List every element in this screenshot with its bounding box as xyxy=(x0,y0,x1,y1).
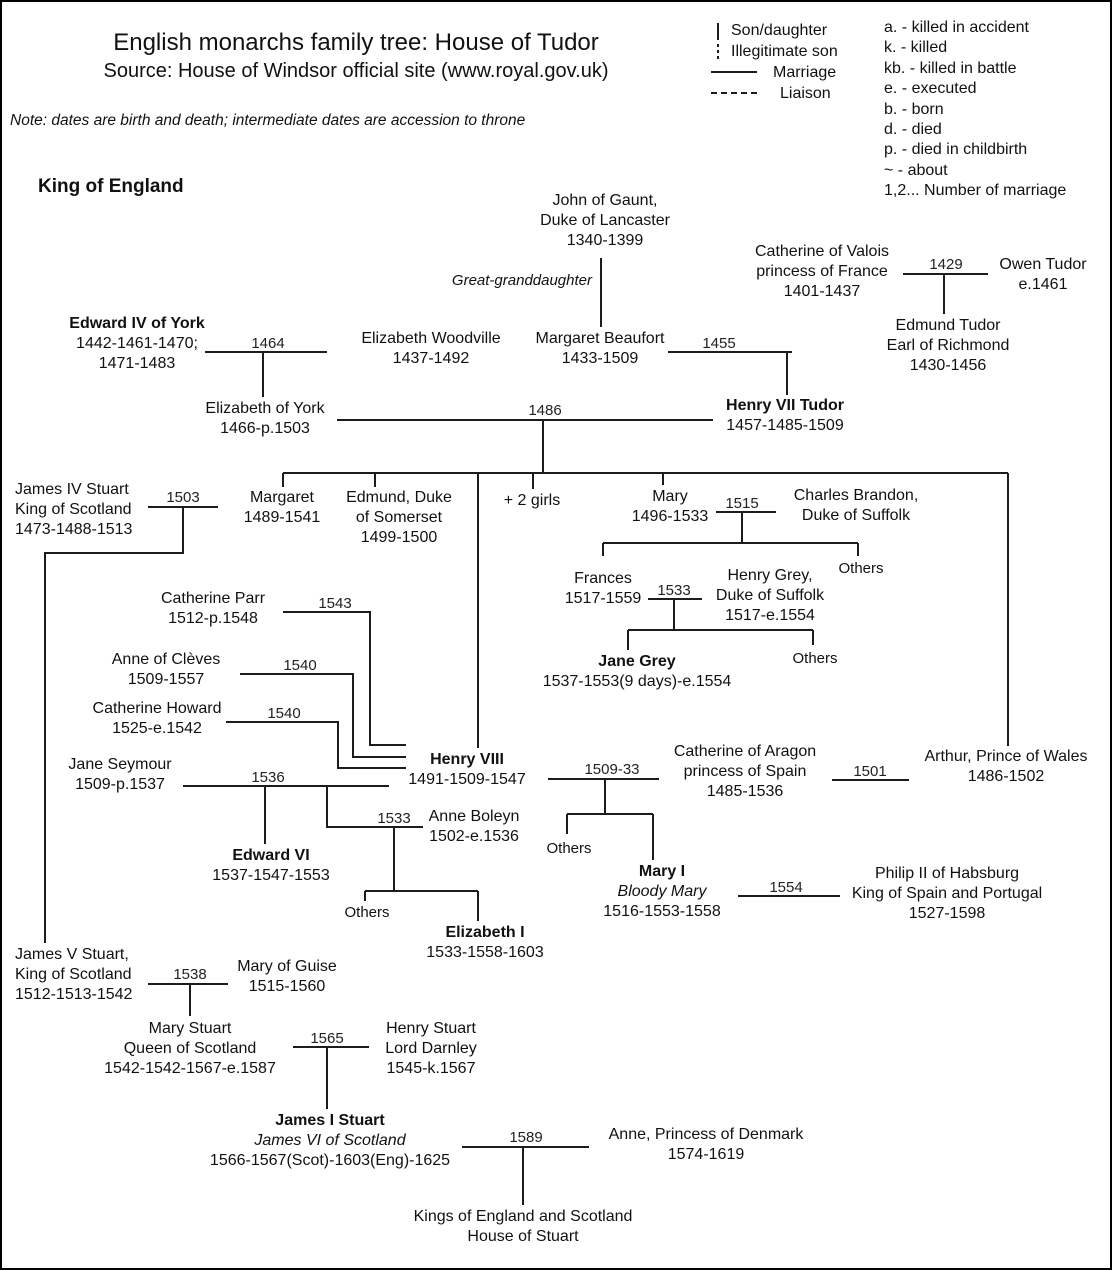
marriage-year-1540-howard: 1540 xyxy=(267,705,301,722)
person-mary-stuart: Mary Stuart Queen of Scotland 1542-1542-… xyxy=(104,1020,276,1077)
person-anne-boleyn: Anne Boleyn 1502-e.1536 xyxy=(428,808,520,845)
person-philip-ii: Philip II of Habsburg King of Spain and … xyxy=(851,865,1043,922)
person-catherine-of-valois: Catherine of Valois princess of France 1… xyxy=(755,243,889,300)
person-anne-of-cleves: Anne of Clèves 1509-1557 xyxy=(111,651,221,688)
person-anne-of-denmark: Anne, Princess of Denmark 1574-1619 xyxy=(608,1126,804,1163)
marriage-year-1538: 1538 xyxy=(173,966,207,983)
person-henry-viii: Henry VIII 1491-1509-1547 xyxy=(408,751,526,788)
person-edward-vi: Edward VI 1537-1547-1553 xyxy=(212,847,330,884)
person-catherine-parr: Catherine Parr 1512-p.1548 xyxy=(160,590,266,627)
person-henry-grey: Henry Grey, Duke of Suffolk 1517-e.1554 xyxy=(715,567,825,624)
marriage-year-1503: 1503 xyxy=(166,489,200,506)
section-heading-king-of-england: King of England xyxy=(38,176,184,197)
note-line: Note: dates are birth and death; interme… xyxy=(10,112,526,129)
others-aragon-annotation: Others xyxy=(546,840,592,857)
person-arthur: Arthur, Prince of Wales 1486-1502 xyxy=(924,748,1088,785)
person-frances: Frances 1517-1559 xyxy=(564,570,642,607)
james4-james5-descent-line xyxy=(44,507,184,943)
person-elizabeth-of-york: Elizabeth of York 1466-p.1503 xyxy=(205,400,325,437)
person-owen-tudor: Owen Tudor e.1461 xyxy=(999,256,1087,293)
person-margaret-tudor: Margaret 1489-1541 xyxy=(243,489,321,526)
marriage-1540-howard-connector xyxy=(226,721,406,769)
abbrev-item: a. - killed in accident xyxy=(884,19,1029,36)
others-brandon-annotation: Others xyxy=(838,560,884,577)
marriage-year-1533-grey: 1533 xyxy=(657,582,691,599)
person-elizabeth-woodville: Elizabeth Woodville 1437-1492 xyxy=(361,330,501,367)
legend-illegitimate-label: Illegitimate son xyxy=(731,43,838,60)
page-title: English monarchs family tree: House of T… xyxy=(113,29,599,56)
person-edmund-tudor: Edmund Tudor Earl of Richmond 1430-1456 xyxy=(886,317,1010,374)
others-grey-annotation: Others xyxy=(792,650,838,667)
person-mary-of-guise: Mary of Guise 1515-1560 xyxy=(237,958,337,995)
marriage-1533-boleyn-connector xyxy=(326,786,423,828)
person-margaret-beaufort: Margaret Beaufort 1433-1509 xyxy=(535,330,665,367)
abbrev-item: kb. - killed in battle xyxy=(884,59,1017,77)
person-henry-stuart: Henry Stuart Lord Darnley 1545-k.1567 xyxy=(385,1020,477,1077)
person-mary-tudor: Mary 1496-1533 xyxy=(631,488,709,525)
person-james-i: James I Stuart James VI of Scotland 1566… xyxy=(209,1112,451,1169)
marriage-year-1455: 1455 xyxy=(702,335,736,352)
person-henry-vii: Henry VII Tudor 1457-1485-1509 xyxy=(726,397,844,434)
abbrev-item: k. - killed xyxy=(884,39,948,57)
person-mary-i: Mary I Bloody Mary 1516-1553-1558 xyxy=(603,863,721,920)
marriage-year-1515: 1515 xyxy=(725,495,759,512)
person-james-v: James V Stuart, King of Scotland 1512-15… xyxy=(15,946,133,1003)
abbrev-item: p. - died in childbirth xyxy=(884,141,1028,159)
marriage-1540-cleves-connector xyxy=(240,673,406,758)
abbrev-item: ~ - about xyxy=(884,161,948,179)
abbrev-item: b. - born xyxy=(884,100,944,118)
marriage-year-1429: 1429 xyxy=(929,256,963,273)
marriage-year-1509-33: 1509-33 xyxy=(584,761,640,778)
others-boleyn-annotation: Others xyxy=(344,904,390,921)
person-catherine-howard: Catherine Howard 1525-e.1542 xyxy=(92,700,222,737)
marriage-year-1501: 1501 xyxy=(853,763,887,780)
person-jane-grey: Jane Grey 1537-1553(9 days)-e.1554 xyxy=(542,653,732,690)
person-james-iv: James IV Stuart King of Scotland 1473-14… xyxy=(15,481,133,538)
person-elizabeth-i: Elizabeth I 1533-1558-1603 xyxy=(426,924,544,961)
marriage-year-1565: 1565 xyxy=(310,1030,344,1047)
marriage-year-1589: 1589 xyxy=(509,1129,543,1146)
marriage-year-1536: 1536 xyxy=(251,769,285,786)
legend-son-daughter-label: Son/daughter xyxy=(731,22,828,39)
abbrev-item: 1,2... Number of marriage xyxy=(884,182,1067,200)
title-block: English monarchs family tree: House of T… xyxy=(0,28,712,84)
person-john-of-gaunt: John of Gaunt, Duke of Lancaster 1340-13… xyxy=(540,192,670,249)
abbreviation-list: a. - killed in accident k. - killed kb. … xyxy=(884,18,1066,202)
person-charles-brandon: Charles Brandon, Duke of Suffolk xyxy=(793,487,919,524)
person-edward-iv: Edward IV of York 1442-1461-1470; 1471-1… xyxy=(69,315,205,372)
plus-two-girls-annotation: + 2 girls xyxy=(503,492,561,509)
abbrev-item: e. - executed xyxy=(884,80,977,98)
person-catherine-of-aragon: Catherine of Aragon princess of Spain 14… xyxy=(673,743,817,800)
person-edmund-somerset: Edmund, Duke of Somerset 1499-1500 xyxy=(346,489,452,546)
marriage-year-1486: 1486 xyxy=(528,402,562,419)
marriage-year-1554: 1554 xyxy=(769,879,803,896)
marriage-year-1543: 1543 xyxy=(318,595,352,612)
marriage-year-1540-cleves: 1540 xyxy=(283,657,317,674)
great-granddaughter-annotation: Great-granddaughter xyxy=(451,272,592,289)
legend-marriage-label: Marriage xyxy=(773,64,837,81)
abbrev-item: d. - died xyxy=(884,121,942,139)
marriage-year-1464: 1464 xyxy=(251,335,285,352)
marriage-year-1533-boleyn: 1533 xyxy=(377,810,411,827)
legend-liaison-label: Liaison xyxy=(780,85,831,102)
house-of-stuart-descendants: Kings of England and Scotland House of S… xyxy=(413,1208,633,1245)
person-jane-seymour: Jane Seymour 1509-p.1537 xyxy=(68,756,172,793)
marriage-1543-connector xyxy=(283,611,406,746)
source-line: Source: House of Windsor official site (… xyxy=(103,60,609,82)
